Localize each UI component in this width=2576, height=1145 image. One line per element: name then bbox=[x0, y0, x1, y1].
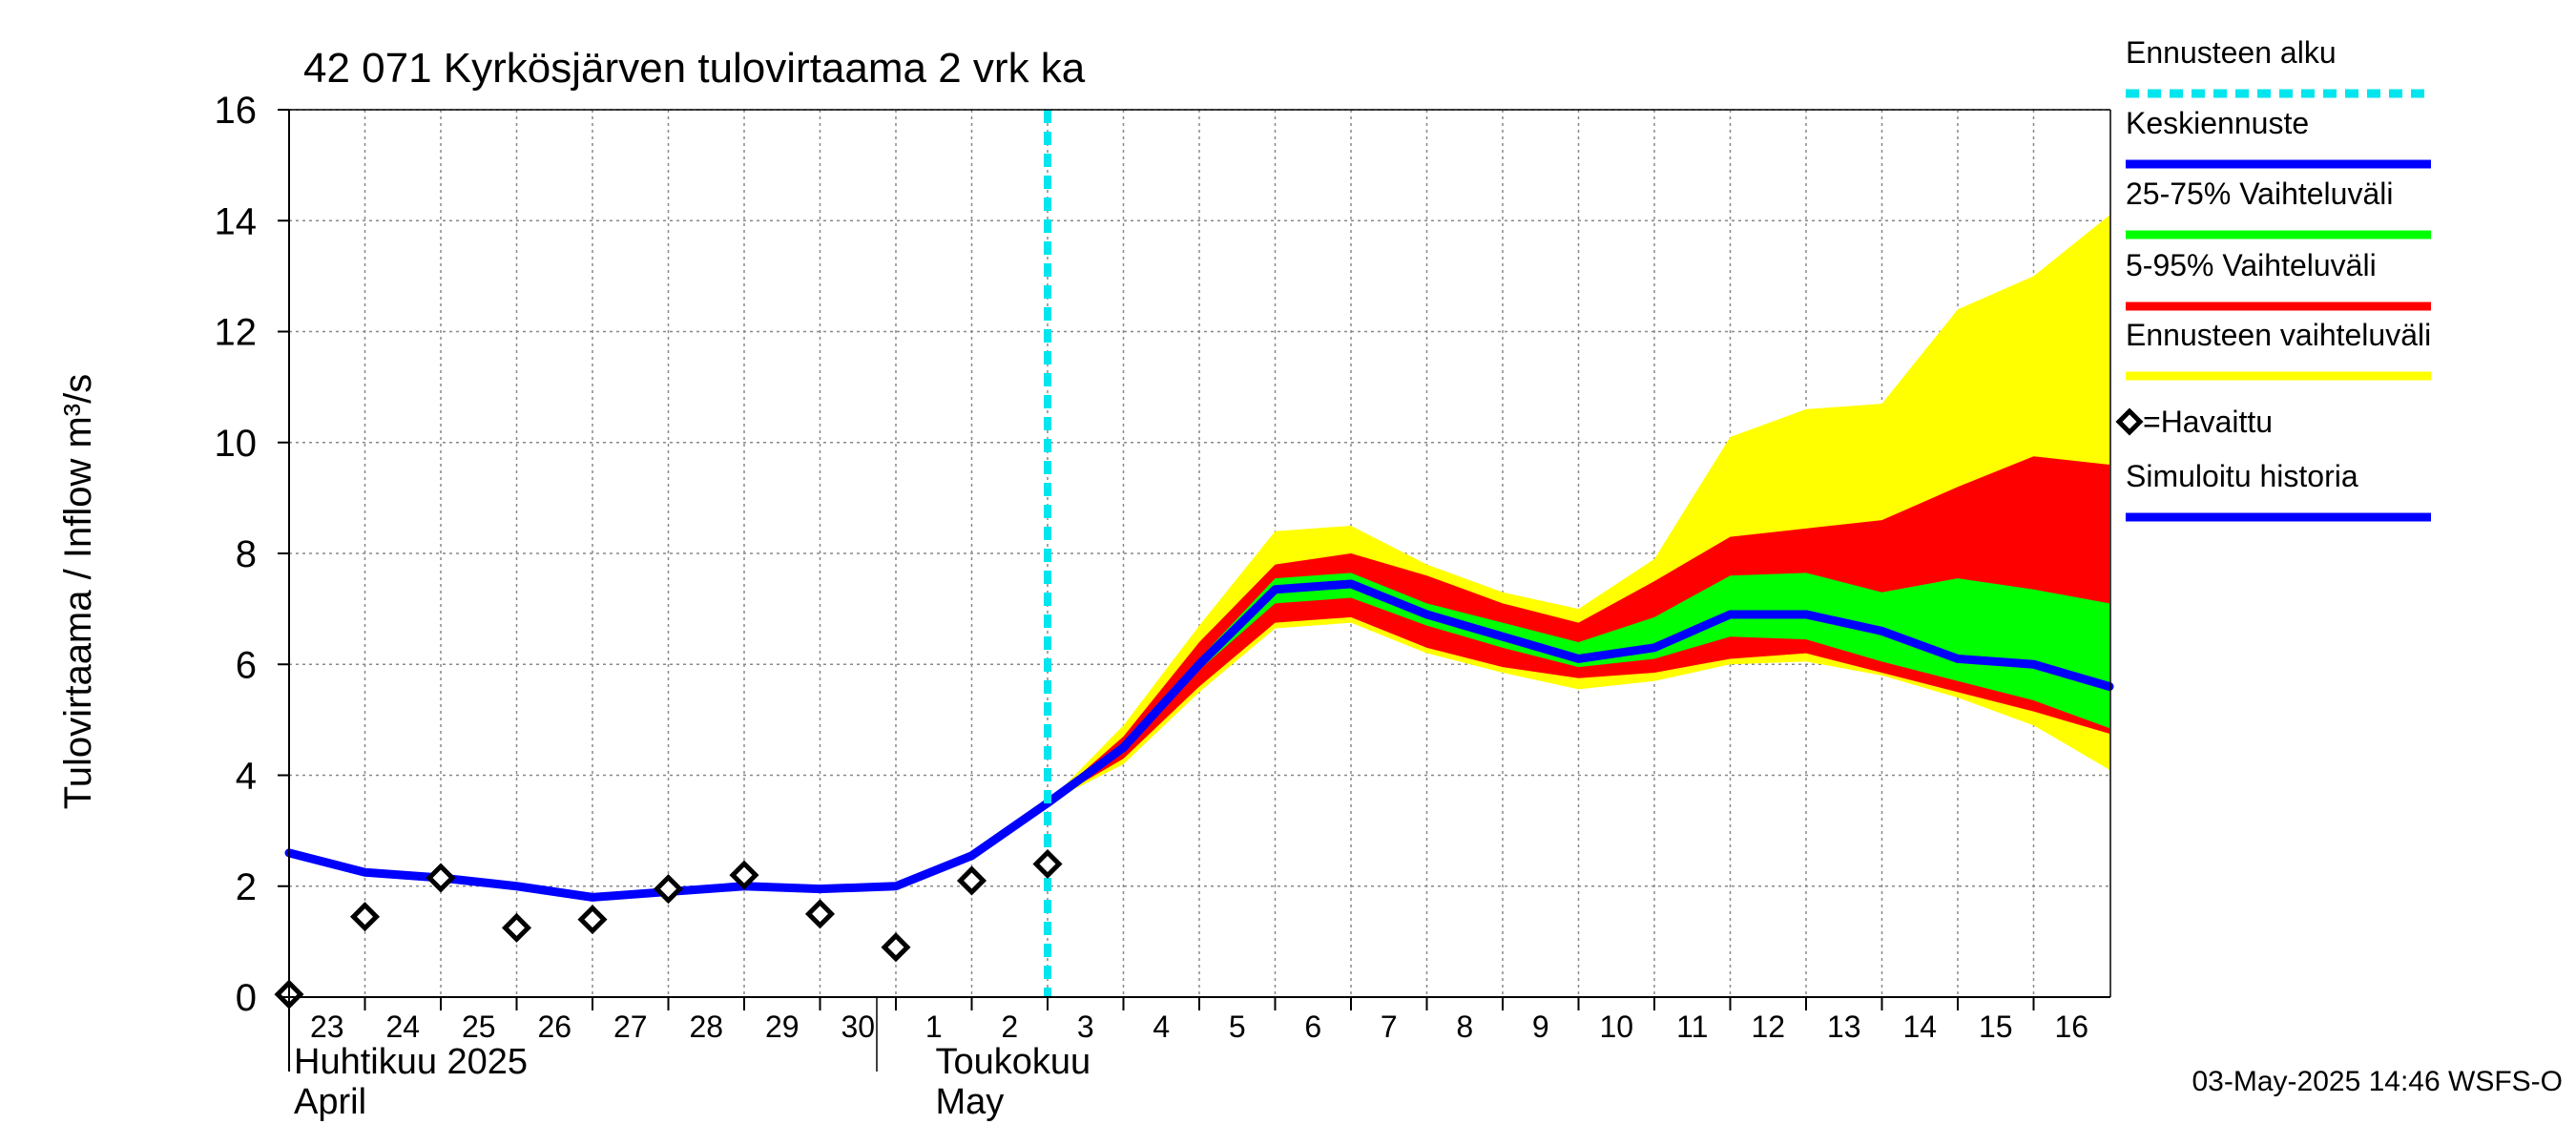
observed-point bbox=[426, 863, 456, 893]
y-tick-label: 4 bbox=[236, 756, 257, 798]
observed-point bbox=[653, 874, 684, 905]
y-tick-label: 2 bbox=[236, 866, 257, 908]
band-area bbox=[1048, 572, 2109, 803]
month-label: Huhtikuu 2025 bbox=[294, 1042, 528, 1082]
x-tick-label: 16 bbox=[2054, 1010, 2088, 1044]
legend-marker bbox=[2115, 407, 2144, 436]
legend-label: 25-75% Vaihteluväli bbox=[2126, 177, 2393, 211]
legend-label: Simuloitu historia bbox=[2126, 459, 2358, 493]
x-tick-label: 25 bbox=[462, 1010, 496, 1044]
legend-label: Ennusteen vaihteluväli bbox=[2126, 318, 2431, 352]
observed-point bbox=[804, 899, 836, 929]
month-label: Toukokuu bbox=[936, 1042, 1091, 1082]
x-tick-label: 23 bbox=[310, 1010, 344, 1044]
y-tick-label: 12 bbox=[215, 312, 258, 354]
x-tick-label: 15 bbox=[1979, 1010, 2013, 1044]
y-tick-label: 8 bbox=[236, 533, 257, 575]
y-tick-label: 14 bbox=[215, 200, 258, 242]
x-tick-label: 12 bbox=[1751, 1010, 1785, 1044]
legend-label: =Havaittu bbox=[2143, 405, 2273, 439]
x-tick-label: 27 bbox=[613, 1010, 648, 1044]
month-label: May bbox=[936, 1082, 1005, 1122]
legend-label: Keskiennuste bbox=[2126, 106, 2309, 140]
x-tick-label: 14 bbox=[1902, 1010, 1937, 1044]
observed-point bbox=[501, 912, 532, 943]
x-tick-label: 6 bbox=[1304, 1010, 1321, 1044]
x-tick-label: 2 bbox=[1001, 1010, 1018, 1044]
footer-timestamp: 03-May-2025 14:46 WSFS-O bbox=[2192, 1066, 2564, 1097]
x-tick-label: 30 bbox=[841, 1010, 875, 1044]
observed-point bbox=[956, 865, 987, 896]
x-tick-label: 11 bbox=[1676, 1010, 1708, 1044]
y-tick-label: 0 bbox=[236, 977, 257, 1019]
x-tick-label: 8 bbox=[1456, 1010, 1473, 1044]
x-tick-label: 1 bbox=[925, 1010, 943, 1044]
y-tick-label: 10 bbox=[215, 423, 258, 465]
x-tick-label: 10 bbox=[1599, 1010, 1633, 1044]
observed-point bbox=[1032, 848, 1063, 880]
legend: Ennusteen alku Keskiennuste 25-75% Vaihtel… bbox=[2115, 35, 2431, 522]
observed-point bbox=[729, 860, 759, 890]
plot-area bbox=[274, 109, 2114, 1010]
x-tick-label: 28 bbox=[689, 1010, 723, 1044]
x-tick-label: 4 bbox=[1153, 1010, 1170, 1044]
x-tick-label: 7 bbox=[1381, 1010, 1398, 1044]
series-line bbox=[1043, 579, 2114, 808]
x-tick-label: 9 bbox=[1532, 1010, 1549, 1044]
band-area bbox=[1048, 456, 2109, 803]
y-tick-label: 6 bbox=[236, 644, 257, 686]
x-tick-label: 24 bbox=[385, 1010, 420, 1044]
x-tick-label: 5 bbox=[1229, 1010, 1246, 1044]
x-tick-label: 3 bbox=[1077, 1010, 1094, 1044]
legend-label: 5-95% Vaihteluväli bbox=[2126, 248, 2377, 282]
chart-title: 42 071 Kyrkösjärven tulovirtaama 2 vrk k… bbox=[303, 45, 1086, 92]
y-tick-label: 16 bbox=[215, 90, 258, 132]
month-label: April bbox=[294, 1082, 366, 1122]
observed-point bbox=[577, 905, 608, 935]
x-tick-label: 29 bbox=[765, 1010, 800, 1044]
legend-label: Ennusteen alku bbox=[2126, 35, 2337, 70]
observed-point bbox=[349, 902, 381, 932]
x-tick-label: 26 bbox=[537, 1010, 571, 1044]
y-axis-label: Tulovirtaama / Inflow m³/s bbox=[57, 374, 99, 809]
observed-point bbox=[881, 932, 911, 963]
x-tick-label: 13 bbox=[1827, 1010, 1861, 1044]
